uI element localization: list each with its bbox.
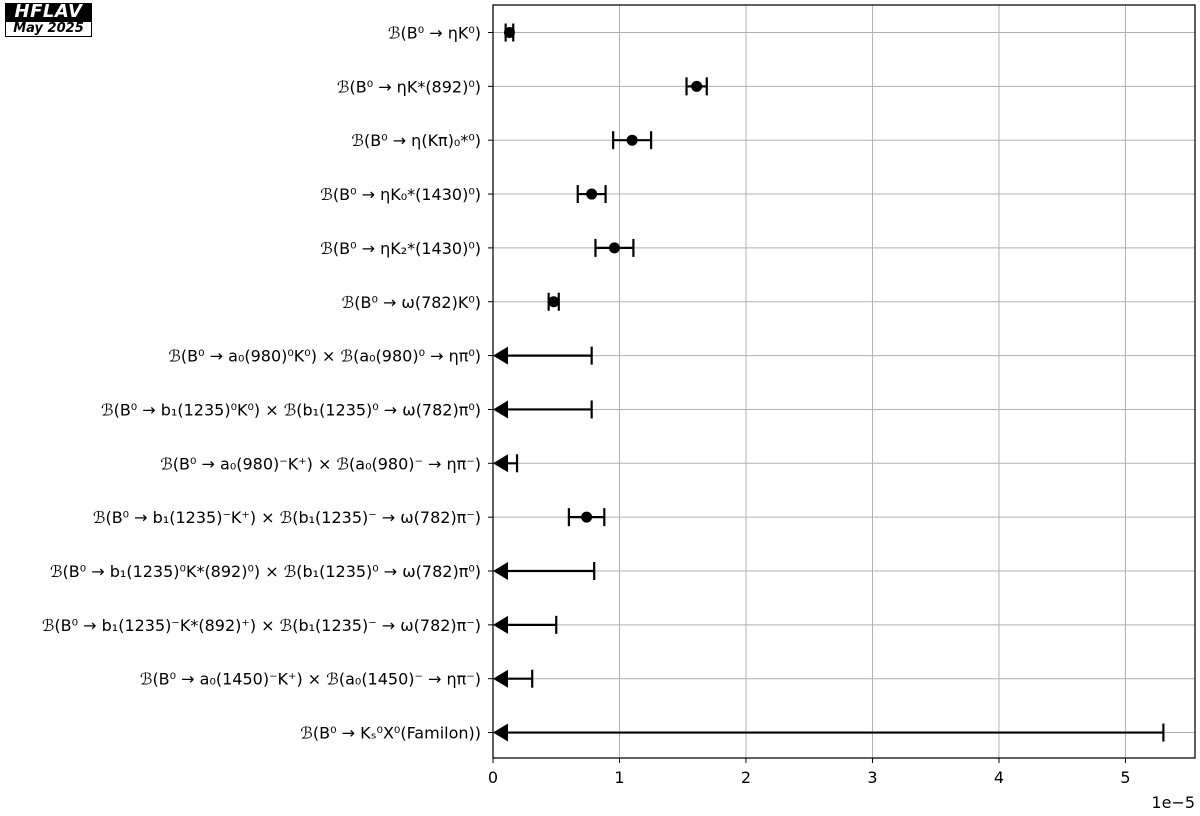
x-tick-label: 2 (741, 768, 751, 787)
plot-frame (492, 4, 1196, 759)
hflav-logo-date: May 2025 (5, 21, 92, 37)
category-label: ℬ(B⁰ → Kₛ⁰X⁰(Familon)) (300, 724, 481, 743)
x-tick-label: 1 (614, 768, 624, 787)
category-label: ℬ(B⁰ → a₀(980)⁰K⁰) × ℬ(a₀(980)⁰ → ηπ⁰) (168, 347, 481, 366)
x-axis: 0 1 2 3 4 5 (488, 32, 1131, 787)
upper-limit-arrow (493, 615, 508, 634)
category-label: ℬ(B⁰ → b₁(1235)⁰K⁰) × ℬ(b₁(1235)⁰ → ω(78… (101, 400, 481, 419)
upper-limit-arrow (493, 346, 508, 365)
category-label: ℬ(B⁰ → b₁(1235)⁻K⁺) × ℬ(b₁(1235)⁻ → ω(78… (93, 508, 481, 527)
data-point (608, 242, 620, 254)
data-point (626, 134, 638, 146)
hflav-logo: HFLAV May 2025 (5, 3, 92, 37)
x-scale-label: 1e−5 (1151, 793, 1195, 812)
category-label: ℬ(B⁰ → ω(782)K⁰) (342, 293, 481, 312)
upper-limit-arrow (493, 562, 508, 580)
category-label: ℬ(B⁰ → ηK₂*(1430)⁰) (320, 239, 481, 258)
upper-limit-arrow (493, 454, 508, 473)
data-marks (493, 23, 1165, 742)
category-label: ℬ(B⁰ → ηK₀*(1430)⁰) (320, 185, 481, 204)
grid-lines (492, 5, 1195, 758)
x-tick-label: 5 (1120, 768, 1130, 787)
x-tick-label: 3 (867, 768, 877, 787)
hflav-logo-title: HFLAV (5, 3, 92, 21)
category-label: ℬ(B⁰ → b₁(1235)⁻K*(892)⁺) × ℬ(b₁(1235)⁻ … (42, 616, 481, 635)
category-label: ℬ(B⁰ → ηK⁰) (388, 24, 481, 43)
category-label: ℬ(B⁰ → a₀(1450)⁻K⁺) × ℬ(a₀(1450)⁻ → ηπ⁻) (140, 670, 481, 689)
category-label: ℬ(B⁰ → a₀(980)⁻K⁺) × ℬ(a₀(980)⁻ → ηπ⁻) (160, 454, 481, 473)
data-point (586, 188, 598, 200)
x-tick-label: 0 (488, 768, 498, 787)
x-tick-label: 4 (994, 768, 1004, 787)
upper-limit-arrow (493, 723, 508, 742)
data-point (548, 296, 560, 308)
category-labels: ℬ(B⁰ → ηK⁰) ℬ(B⁰ → ηK*(892)⁰) ℬ(B⁰ → η(Kπ)… (42, 24, 481, 743)
category-label: ℬ(B⁰ → ηK*(892)⁰) (337, 77, 481, 96)
category-label: ℬ(B⁰ → b₁(1235)⁰K*(892)⁰) × ℬ(b₁(1235)⁰ … (50, 562, 481, 581)
upper-limit-arrow (493, 400, 508, 419)
data-point (503, 27, 515, 38)
category-label: ℬ(B⁰ → η(Kπ)₀*⁰) (351, 131, 481, 150)
data-point (691, 80, 703, 92)
upper-limit-arrow (493, 669, 508, 688)
data-point (581, 511, 593, 523)
